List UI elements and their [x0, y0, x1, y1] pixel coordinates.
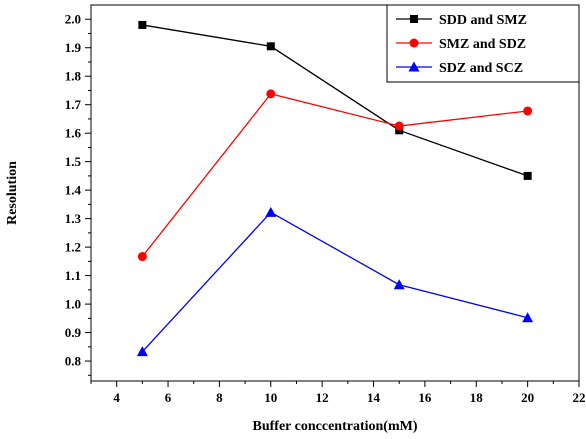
- x-axis-title: Buffer conccentration(mM): [253, 419, 418, 434]
- legend-label: SDD and SMZ: [439, 13, 527, 28]
- series-2: [136, 206, 534, 357]
- legend-item: SDZ and SCZ: [396, 61, 523, 76]
- legend-marker: [410, 15, 418, 23]
- y-tick-label: 2.0: [65, 12, 81, 27]
- x-tick-label: 4: [113, 390, 120, 405]
- y-tick-label: 1.5: [65, 154, 82, 169]
- y-tick-label: 1.9: [65, 40, 82, 55]
- series-line: [141, 93, 528, 257]
- data-point: [138, 20, 147, 29]
- plot-frame: [90, 4, 580, 382]
- y-tick-label: 1.4: [65, 183, 82, 198]
- series-line: [141, 211, 528, 353]
- legend-item: SDD and SMZ: [396, 13, 527, 28]
- x-tick-label: 6: [165, 390, 172, 405]
- y-axis: 0.8 0.9 1.0 1.1 1.2 1.3 1.4 1.5 1.6 1.7 1.8 1.9 2.0: [65, 12, 91, 376]
- x-axis: 4 6 8 10 12 14 16 18 20 22: [90, 381, 586, 405]
- legend-item: SMZ and SDZ: [396, 37, 526, 52]
- x-tick-label: 12: [316, 390, 329, 405]
- y-axis-title: Resolution: [5, 161, 20, 225]
- y-tick-label: 0.8: [65, 354, 82, 369]
- legend-marker: [409, 38, 419, 48]
- data-point: [393, 279, 405, 290]
- y-tick-label: 0.9: [65, 325, 82, 340]
- y-tick-label: 1.7: [65, 97, 82, 112]
- x-tick-label: 8: [216, 390, 223, 405]
- data-point: [137, 252, 147, 262]
- data-point: [394, 121, 404, 131]
- data-point: [522, 312, 534, 323]
- x-tick-label: 14: [367, 390, 381, 405]
- y-tick-label: 1.8: [65, 69, 82, 84]
- data-point: [136, 346, 148, 357]
- legend-marker: [408, 61, 420, 72]
- x-tick-label: 20: [521, 390, 534, 405]
- data-point: [266, 89, 276, 99]
- series-layer: [136, 20, 534, 357]
- y-tick-label: 1.2: [65, 240, 81, 255]
- data-point: [523, 171, 532, 180]
- x-tick-label: 22: [573, 390, 586, 405]
- data-point: [266, 42, 275, 51]
- x-tick-label: 18: [470, 390, 484, 405]
- series-line: [142, 24, 528, 177]
- legend-label: SMZ and SDZ: [439, 37, 526, 52]
- data-point: [523, 106, 533, 116]
- x-tick-label: 16: [418, 390, 432, 405]
- legend: SDD and SMZ SMZ and SDZ SDZ and SCZ: [386, 4, 580, 83]
- y-tick-label: 1.3: [65, 211, 82, 226]
- x-tick-label: 10: [264, 390, 277, 405]
- y-tick-label: 1.0: [65, 297, 81, 312]
- data-point: [265, 206, 277, 217]
- legend-label: SDZ and SCZ: [439, 61, 523, 76]
- y-tick-label: 1.6: [65, 126, 82, 141]
- series-1: [137, 89, 533, 262]
- y-tick-label: 1.1: [65, 268, 81, 283]
